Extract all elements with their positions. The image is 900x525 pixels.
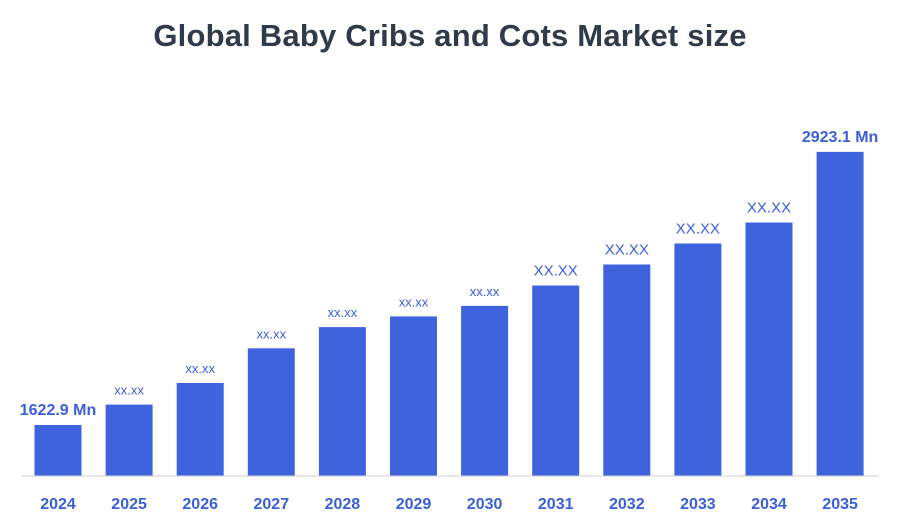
bar-label-2029: xx.xx [399, 294, 429, 309]
bar-label-2025: xx.xx [114, 383, 144, 398]
x-tick-2029: 2029 [396, 496, 432, 513]
bar-2035 [816, 151, 864, 476]
x-tick-2027: 2027 [254, 496, 290, 513]
bar-label-2028: xx.xx [328, 305, 358, 320]
x-tick-2028: 2028 [325, 496, 361, 513]
bar-2026 [176, 383, 224, 476]
bar-2029 [390, 316, 437, 476]
bar-label-2026: xx.xx [185, 361, 215, 376]
bar-2034 [745, 222, 793, 476]
chart-title: Global Baby Cribs and Cots Market size [153, 18, 747, 53]
x-tick-2024: 2024 [40, 496, 76, 513]
bar-2033 [674, 243, 722, 476]
x-tick-2032: 2032 [609, 496, 645, 513]
x-tick-2033: 2033 [680, 496, 716, 513]
bar-label-2030: xx.xx [470, 284, 500, 299]
x-tick-2035: 2035 [822, 496, 858, 513]
bar-2025 [105, 404, 153, 476]
bar-2027 [247, 348, 295, 476]
bar-2031 [532, 285, 580, 476]
bar-label-2027: xx.xx [256, 326, 286, 341]
bar-label-2031: XX.XX [534, 263, 578, 280]
bars-group [34, 151, 864, 476]
bar-label-2033: XX.XX [676, 221, 720, 238]
bar-2030 [461, 305, 509, 476]
bar-label-2034: XX.XX [747, 200, 791, 217]
bar-label-2024: 1622.9 Mn [20, 402, 96, 419]
bar-label-2035: 2923.1 Mn [802, 129, 878, 146]
bar-labels-group: 1622.9 Mn xx.xx xx.xx xx.xx xx.xx xx.xx xx.xx X… [20, 129, 879, 419]
bar-label-2032: XX.XX [605, 242, 649, 259]
x-tick-2026: 2026 [182, 496, 218, 513]
x-tick-2031: 2031 [538, 496, 574, 513]
bar-2024 [34, 425, 82, 476]
bar-2032 [603, 264, 651, 476]
x-tick-2034: 2034 [751, 496, 787, 513]
bar-2028 [318, 327, 366, 476]
x-tick-2025: 2025 [111, 496, 147, 513]
x-tick-labels-group: 2024 2025 2026 2027 2028 2029 2030 2031 2032 2033… [40, 496, 858, 513]
x-tick-2030: 2030 [467, 496, 503, 513]
